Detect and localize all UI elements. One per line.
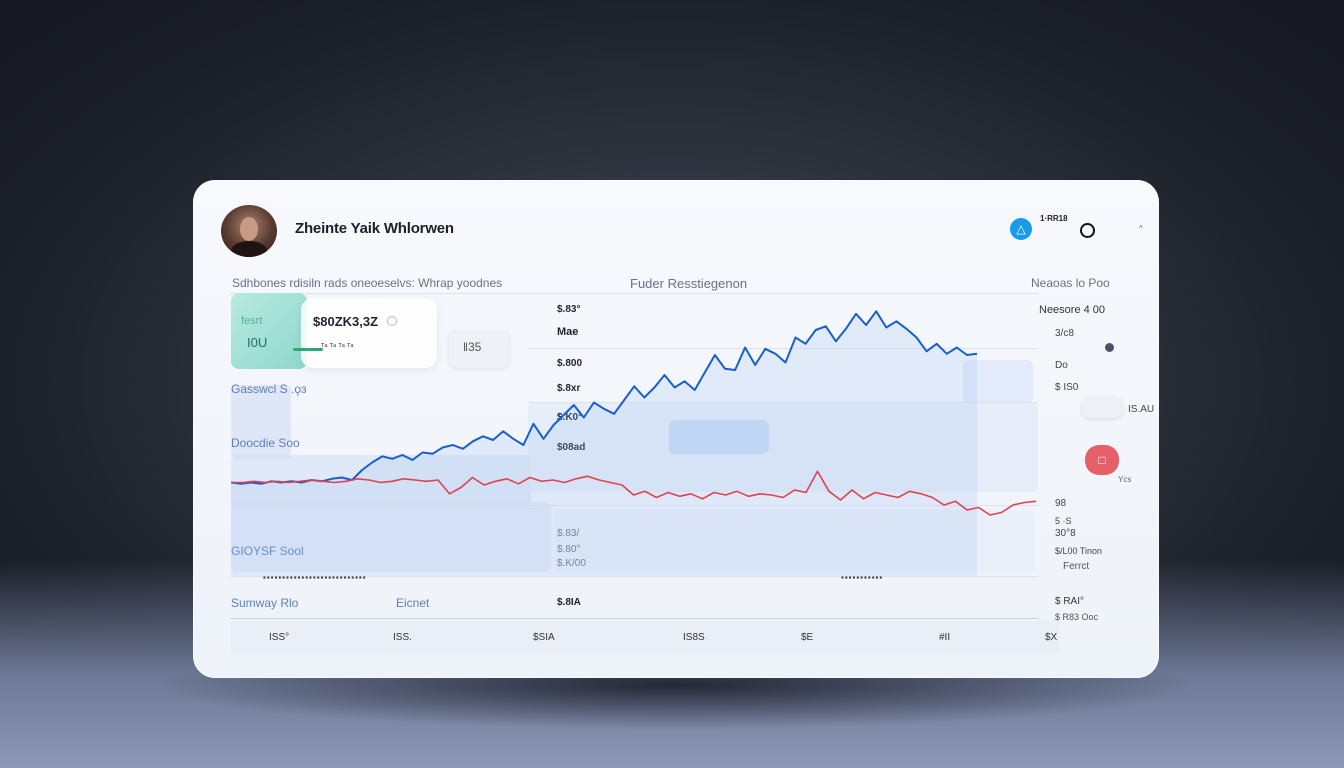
- right-label: $ R83 Ooc: [1055, 612, 1099, 622]
- header-corner-text: 1·RR18: [1040, 214, 1068, 223]
- amount-value: $80ZK3,3Z: [313, 314, 379, 329]
- left-label-4: Sumway Rlo: [231, 596, 299, 610]
- stat-card-teal[interactable]: fesrt I0U: [231, 293, 307, 369]
- right-label: Neesore 4 00: [1039, 304, 1106, 316]
- info-icon[interactable]: [387, 316, 397, 326]
- axis-label: $.K0°: [557, 412, 582, 423]
- blur-panel: [963, 360, 1033, 404]
- teal-label: fesrt: [241, 315, 263, 327]
- series-area: [231, 311, 977, 576]
- axis-label: $.8xr: [557, 383, 581, 394]
- left-label-5: Eicnet: [396, 596, 430, 610]
- grid-line: [231, 576, 1039, 577]
- chat-icon[interactable]: □: [1085, 445, 1119, 475]
- bottom-label: ISS.: [393, 632, 412, 643]
- blur-panel: [231, 502, 551, 572]
- chip-label: ǁ35: [463, 340, 482, 354]
- grid-line: [231, 618, 1039, 619]
- grid-line: [231, 505, 1039, 506]
- blur-panel: [528, 402, 1038, 492]
- series-line-red: [231, 470, 1037, 516]
- right-label: 30°8: [1055, 528, 1076, 539]
- subheader-center: Fuder Resstiegenon: [630, 276, 748, 291]
- blur-panel: [669, 420, 769, 454]
- tick-dots: ▪▪▪▪▪▪▪▪▪▪▪▪▪▪▪▪▪▪▪▪▪▪▪▪▪▪▪: [263, 573, 367, 582]
- right-label: Do: [1055, 360, 1068, 371]
- avatar[interactable]: [221, 205, 277, 257]
- subheader-right: Neaoas lo Poo: [1031, 276, 1110, 290]
- tick-dots: ▪▪▪▪▪▪▪▪▪▪▪: [841, 573, 884, 582]
- axis-label: $.800: [557, 358, 583, 369]
- right-label: $/L00 Tinon: [1055, 546, 1103, 556]
- left-label-2: Doocdie Soo: [231, 436, 300, 450]
- blur-panel: [555, 510, 1035, 572]
- series-line-blue: [230, 310, 978, 485]
- grid-line: [528, 402, 1038, 403]
- right-label: $ RAI°: [1055, 596, 1085, 607]
- right-label: 5 ·S: [1055, 516, 1072, 526]
- bottom-label: ISS°: [269, 632, 290, 643]
- right-label: Ferrct: [1063, 561, 1090, 572]
- right-label: 98: [1055, 498, 1067, 509]
- axis-label: $.80°: [557, 544, 580, 555]
- bottom-label: #II: [939, 632, 951, 643]
- stat-card-amount[interactable]: $80ZK3,3Z ᵀᵃ ᵀᵃ ᵀᵃ ᵀᵃ: [293, 298, 437, 368]
- avatar-face: [240, 217, 258, 241]
- axis-label: Mae: [557, 326, 579, 338]
- triangle-icon[interactable]: △: [1010, 218, 1032, 240]
- right-label: 3/c8: [1055, 328, 1074, 339]
- subheader-left: Sdhbones rdisiln rads oneoeselvs: Whrap …: [232, 276, 503, 290]
- bottom-label: $X: [1045, 632, 1058, 643]
- grid-line: [231, 293, 1039, 294]
- left-label-3: GIOYSF Sool: [231, 544, 304, 558]
- grid-line: [528, 348, 1038, 349]
- toggle-button[interactable]: [1082, 398, 1122, 418]
- bottom-label: $E: [801, 632, 814, 643]
- bottom-label: $SIA: [533, 632, 555, 643]
- bottom-label: IS8S: [683, 632, 705, 643]
- blur-panel: [231, 385, 291, 460]
- line-chart: [230, 310, 1037, 576]
- circle-icon[interactable]: [1080, 223, 1095, 238]
- axis-label: $.83°: [557, 304, 581, 315]
- amount-sub: ᵀᵃ ᵀᵃ ᵀᵃ ᵀᵃ: [321, 342, 354, 351]
- left-label-1: Gasswcl S .ǫɜ: [231, 382, 307, 396]
- teal-value: I0U: [247, 335, 268, 350]
- page-title: Zheinte Yaik Whlorwen: [295, 220, 454, 237]
- filter-chip[interactable]: ǁ35: [449, 330, 509, 368]
- axis-label: $.8IA: [557, 597, 581, 608]
- footer-band: [231, 621, 1059, 653]
- right-label: $ IS0: [1055, 382, 1079, 393]
- green-indicator: [293, 348, 323, 351]
- axis-label: $08ad: [557, 442, 585, 453]
- axis-label: $.K/00: [557, 558, 586, 569]
- right-label: IS.AU: [1128, 404, 1155, 415]
- dashboard-card: Zheinte Yaik Whlorwen △ 1·RR18 ^ Sdhbone…: [193, 180, 1159, 678]
- axis-label: $.83/: [557, 528, 579, 539]
- avatar-body: [231, 241, 267, 257]
- status-dot[interactable]: [1105, 343, 1114, 352]
- right-label: Ycs: [1118, 475, 1132, 484]
- chevron-up-icon[interactable]: ^: [1139, 224, 1143, 233]
